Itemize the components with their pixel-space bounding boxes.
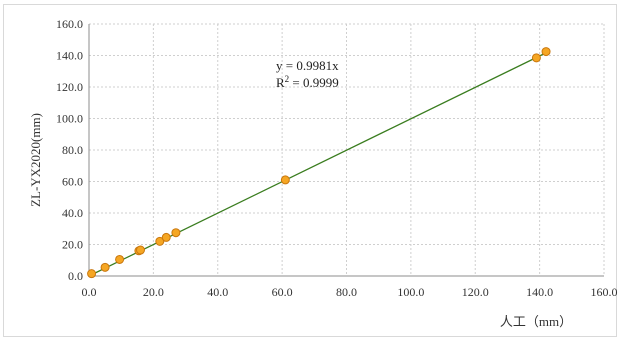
data-point <box>280 175 290 185</box>
y-tick-label: 60.0 <box>62 175 83 189</box>
chart-frame <box>3 4 617 337</box>
tick-labels: 0.0 20.0 40.0 60.0 80.0 100.0 120.0 140.0 160.0 0… <box>56 17 618 299</box>
y-tick-label: 40.0 <box>62 206 83 220</box>
grid <box>89 23 605 276</box>
x-tick-label: 140.0 <box>526 285 553 299</box>
x-tick-label: 100.0 <box>397 285 424 299</box>
data-point <box>541 47 551 57</box>
x-tick-label: 40.0 <box>207 285 228 299</box>
data-point <box>136 245 145 255</box>
y-tick-label: 20.0 <box>62 238 83 252</box>
x-tick-label: 0.0 <box>82 285 97 299</box>
data-point <box>171 228 181 238</box>
r-squared-prefix: R <box>276 75 285 90</box>
data-points <box>87 47 551 279</box>
data-point <box>100 262 110 272</box>
x-tick-label: 80.0 <box>336 285 357 299</box>
y-tick-label: 140.0 <box>56 49 83 63</box>
y-tick-label: 100.0 <box>56 112 83 126</box>
data-point <box>161 232 171 242</box>
r-squared-value: = 0.9999 <box>289 75 339 90</box>
x-tick-label: 60.0 <box>272 285 293 299</box>
x-axis-title: 人工（mm） <box>500 314 572 329</box>
r-squared-superscript: 2 <box>285 74 290 84</box>
y-tick-label: 80.0 <box>62 143 83 157</box>
trendline-equation: y = 0.9981x <box>276 58 339 73</box>
axes <box>88 24 604 277</box>
data-point <box>155 236 165 246</box>
y-tick-label: 160.0 <box>56 17 83 31</box>
x-tick-label: 120.0 <box>462 285 489 299</box>
y-tick-label: 120.0 <box>56 80 83 94</box>
r-squared-label: R2 = 0.9999 <box>276 74 339 90</box>
y-axis-title: ZL-YX2020(mm) <box>28 113 43 207</box>
data-point <box>87 269 97 279</box>
y-tick-label: 0.0 <box>68 269 83 283</box>
x-tick-label: 20.0 <box>143 285 164 299</box>
data-point <box>115 254 125 264</box>
data-point <box>531 53 541 63</box>
x-tick-label: 160.0 <box>591 285 618 299</box>
